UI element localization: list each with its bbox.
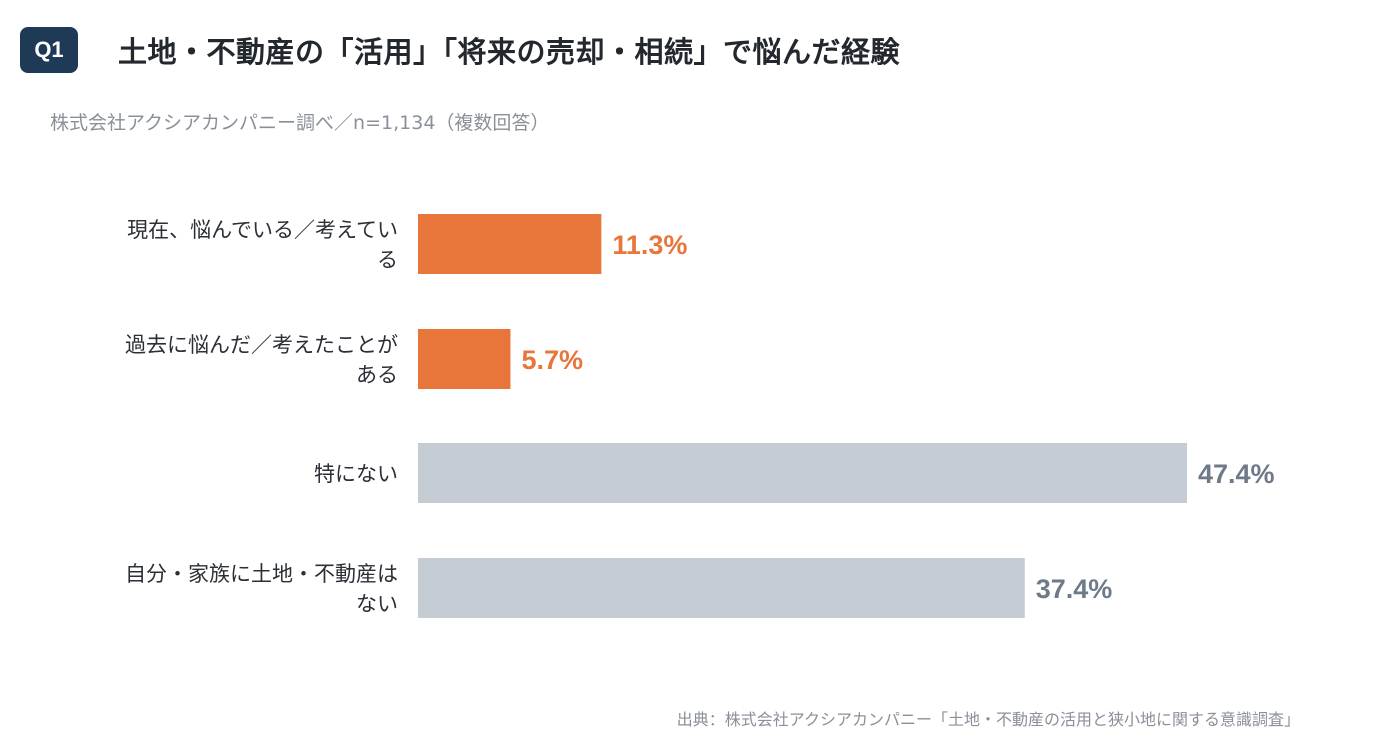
- category-label-3-line-0: 自分・家族に土地・不動産は: [125, 562, 398, 586]
- source-note: 出典：株式会社アクシアカンパニー「土地・不動産の活用と狭小地に関する意識調査」: [676, 710, 1300, 729]
- value-label-3: 37.4%: [1036, 574, 1113, 604]
- chart-subtitle: 株式会社アクシアカンパニー調べ／n=1,134（複数回答）: [50, 112, 550, 134]
- category-label-3-line-1: ない: [356, 592, 398, 616]
- bar-2: [418, 443, 1187, 503]
- value-label-0: 11.3%: [612, 230, 687, 260]
- bar-0: [418, 214, 602, 274]
- category-label-0-line-1: る: [377, 248, 398, 272]
- category-label-0-line-0: 現在、悩んでいる／考えてい: [127, 218, 398, 242]
- category-label-1-line-0: 過去に悩んだ／考えたことが: [125, 333, 398, 357]
- value-label-2: 47.4%: [1198, 459, 1275, 489]
- bar-1: [418, 329, 511, 389]
- chart-title: 土地・不動産の「活用」「将来の売却・相続」で悩んだ経験: [118, 35, 901, 69]
- category-label-2-line-0: 特にない: [314, 462, 398, 486]
- bar-3: [418, 558, 1025, 618]
- value-label-1: 5.7%: [521, 345, 583, 375]
- category-label-1-line-1: ある: [356, 363, 398, 387]
- question-badge: Q1: [20, 27, 78, 73]
